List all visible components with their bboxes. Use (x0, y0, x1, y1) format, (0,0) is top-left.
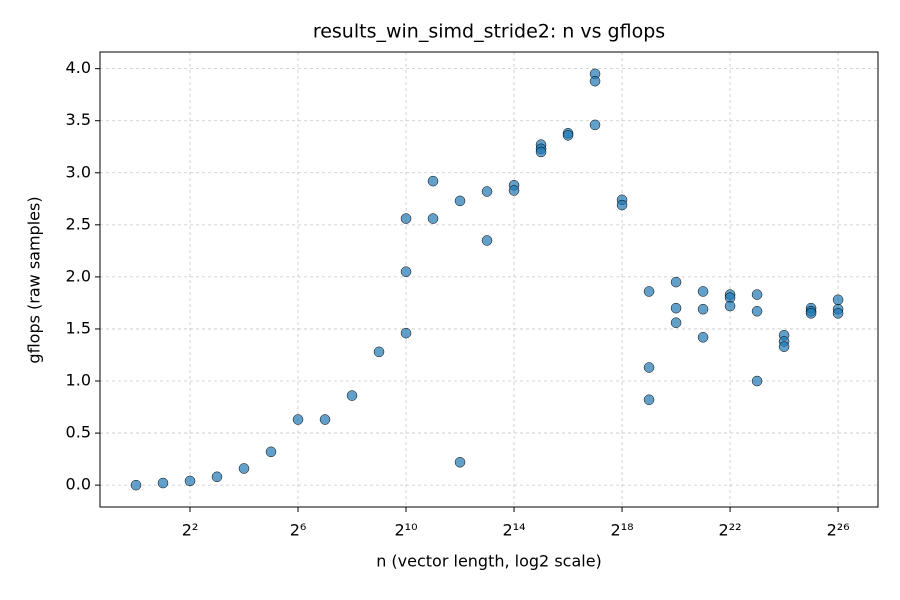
point (751, 375, 763, 387)
point (238, 463, 250, 474)
point (616, 199, 628, 211)
chart-title: results_win_simd_stride2: n vs gflops (313, 21, 665, 43)
point (454, 195, 466, 207)
point (805, 308, 817, 319)
point (400, 266, 412, 277)
point (184, 475, 196, 487)
point (400, 327, 412, 339)
point (670, 276, 682, 288)
y-axis-label: gflops (raw samples) (25, 196, 44, 363)
point (400, 213, 412, 224)
x-tick-label: 2¹⁴ (503, 521, 526, 540)
y-tick-label: 1.5 (66, 318, 91, 337)
plot-frame (99, 51, 879, 508)
point (508, 185, 520, 196)
y-tick-label: 3.0 (66, 162, 91, 181)
point (751, 289, 763, 300)
point (643, 362, 655, 373)
point (427, 175, 439, 187)
y-tick-label: 4.0 (66, 58, 91, 77)
point (319, 414, 331, 425)
point (211, 471, 223, 483)
y-tick-label: 3.5 (66, 110, 91, 129)
x-tick-label: 2¹⁸ (611, 521, 634, 540)
y-tick-label: 2.0 (66, 266, 91, 285)
point (427, 213, 439, 224)
point (697, 332, 709, 343)
point (643, 286, 655, 297)
y-tick-label: 0.0 (66, 475, 91, 494)
point (697, 303, 709, 315)
point (346, 390, 358, 401)
point (589, 119, 601, 131)
point (751, 306, 763, 317)
x-tick-label: 2²⁶ (827, 521, 850, 540)
x-tick-label: 2¹⁰ (395, 521, 418, 540)
point (724, 300, 736, 312)
point (562, 130, 574, 141)
y-tick-label: 0.5 (66, 423, 91, 442)
point (832, 308, 844, 319)
point (670, 302, 682, 314)
point (454, 456, 466, 468)
point (292, 414, 304, 425)
point (265, 446, 277, 458)
point (481, 186, 493, 197)
point (373, 346, 385, 358)
x-tick-label: 2² (182, 521, 199, 540)
x-axis-label: n (vector length, log2 scale) (376, 552, 602, 571)
point (157, 477, 169, 489)
point (481, 235, 493, 246)
x-tick-label: 2⁶ (290, 521, 307, 540)
point (535, 146, 547, 158)
point (697, 286, 709, 297)
y-tick-label: 1.0 (66, 371, 91, 390)
point (130, 479, 142, 491)
y-tick-label: 2.5 (66, 214, 91, 233)
point (589, 75, 601, 87)
point (778, 341, 790, 352)
x-tick-label: 2²² (719, 521, 742, 540)
point (670, 317, 682, 328)
point (643, 394, 655, 406)
point (832, 294, 844, 306)
